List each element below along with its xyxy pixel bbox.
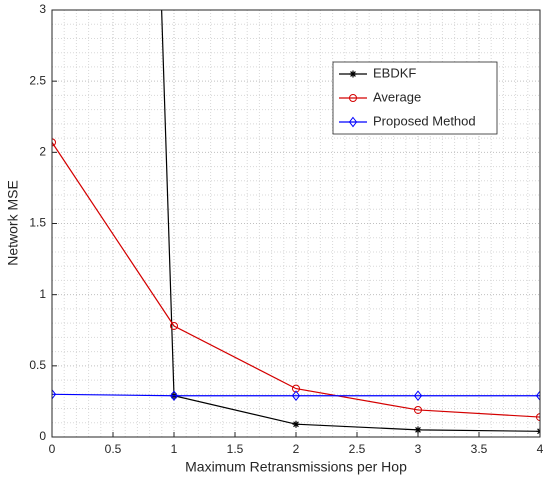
x-tick-label: 0.5 — [105, 442, 122, 456]
marker — [52, 138, 56, 147]
legend-label: Average — [373, 89, 421, 104]
legend-marker — [349, 94, 357, 102]
y-tick-label: 1 — [39, 287, 46, 301]
marker — [291, 390, 301, 402]
marker — [292, 384, 300, 393]
x-tick-label: 1.5 — [227, 442, 244, 456]
y-tick-label: 1.5 — [29, 216, 46, 230]
y-tick-label: 2 — [39, 145, 46, 159]
plot-lines — [52, 10, 540, 435]
legend-label: Proposed Method — [373, 113, 476, 128]
marker — [292, 420, 300, 428]
marker — [535, 390, 540, 402]
y-tick-label: 0 — [39, 429, 46, 443]
legend-label: EBDKF — [373, 65, 416, 80]
series-line — [52, 393, 540, 397]
series-line — [52, 142, 540, 418]
x-tick-label: 4 — [537, 442, 544, 456]
marker — [413, 390, 423, 402]
marker — [169, 390, 179, 402]
x-tick-label: 3.5 — [471, 442, 488, 456]
axes-box — [51, 9, 541, 438]
marker — [414, 426, 422, 434]
x-axis-label: Maximum Retransmissions per Hop — [185, 459, 407, 475]
y-tick-label: 3 — [39, 2, 46, 16]
x-tick-label: 1 — [171, 442, 178, 456]
legend-marker — [348, 116, 358, 128]
marker — [414, 405, 422, 414]
marker — [536, 413, 540, 422]
legend-marker — [349, 70, 357, 78]
x-tick-label: 3 — [415, 442, 422, 456]
x-tick-label: 2 — [293, 442, 300, 456]
legend: EBDKF Average Proposed Method — [332, 61, 498, 135]
y-tick-label: 2.5 — [29, 73, 46, 87]
x-tick-label: 2.5 — [349, 442, 366, 456]
y-axis-label: Network MSE — [5, 180, 21, 266]
marker — [170, 321, 178, 330]
marker — [52, 388, 57, 400]
x-tick-label: 0 — [49, 442, 56, 456]
y-tick-label: 0.5 — [29, 358, 46, 372]
